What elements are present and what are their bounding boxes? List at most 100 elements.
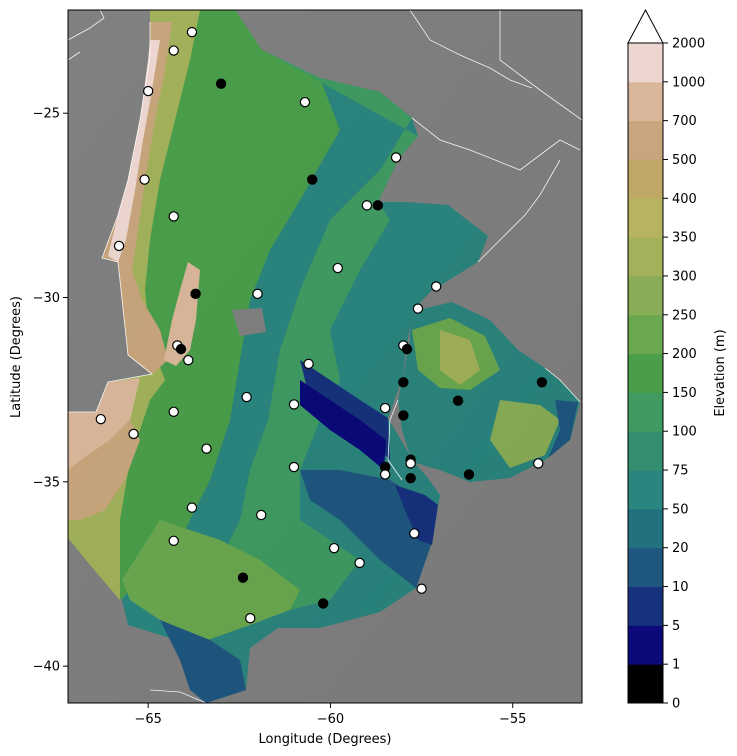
colorbar-band <box>628 159 663 199</box>
station-marker-filled <box>398 377 409 388</box>
colorbar-band <box>628 508 663 549</box>
colorbar-band <box>628 81 663 122</box>
colorbar-tick-label: 75 <box>672 464 689 479</box>
station-marker-filled <box>401 343 413 355</box>
y-tick-label: −35 <box>33 475 60 490</box>
station-marker-filled <box>398 410 409 421</box>
station-marker-filled <box>317 598 329 609</box>
station-marker-open <box>332 262 343 274</box>
station-marker-open <box>113 240 125 252</box>
colorbar-label: Elevation (m) <box>713 329 728 416</box>
station-marker-open <box>186 502 198 513</box>
colorbar-extend-triangle <box>627 8 664 44</box>
colorbar-tick-label: 10 <box>672 580 689 595</box>
station-marker-filled <box>237 572 249 583</box>
x-tick-label: −60 <box>317 712 344 727</box>
station-marker-open <box>288 399 300 410</box>
colorbar-band <box>628 198 663 238</box>
map-axes: −65 −60 −55 −25 −30 −35 −40 Longitude (Degree… <box>9 9 583 747</box>
colorbar-tick-label: 100 <box>672 425 697 440</box>
colorbar-band <box>628 547 663 588</box>
station-marker-open <box>241 391 252 403</box>
station-marker-open <box>390 152 402 163</box>
y-tick-label: −25 <box>33 107 60 122</box>
station-marker-open <box>183 354 194 366</box>
y-tick-label: −40 <box>33 660 60 675</box>
colorbar-band <box>628 120 663 160</box>
y-tick-label: −30 <box>33 291 60 306</box>
colorbar-band <box>628 664 663 704</box>
station-marker-filled <box>190 288 201 300</box>
colorbar-tick-label: 2000 <box>672 37 705 52</box>
station-marker-filled <box>215 78 227 89</box>
colorbar-bands <box>628 43 663 704</box>
y-axis-label: Latitude (Degrees) <box>9 296 24 418</box>
station-marker-open <box>299 96 311 108</box>
colorbar-tick-label: 500 <box>672 153 697 168</box>
station-marker-open <box>128 428 139 440</box>
colorbar-band <box>628 237 663 277</box>
station-marker-open <box>252 288 263 300</box>
station-marker-open <box>201 443 212 454</box>
x-tick-label: −55 <box>499 712 526 727</box>
x-axis-label: Longitude (Degrees) <box>258 732 391 747</box>
station-marker-open <box>409 528 420 539</box>
station-marker-filled <box>463 469 475 480</box>
colorbar-tick-label: 250 <box>672 308 697 323</box>
x-axis-ticks: −65 −60 −55 <box>134 703 526 727</box>
station-marker-open <box>354 557 365 569</box>
station-marker-open <box>379 469 391 480</box>
station-marker-open <box>142 85 154 97</box>
colorbar-band <box>628 275 663 316</box>
colorbar: 0 1 5 10 20 50 75 100 150 200 250 300 350 400 500 700 10… <box>627 8 728 712</box>
station-marker-open <box>405 458 416 469</box>
colorbar-tick-label: 20 <box>672 541 689 556</box>
colorbar-tick-label: 5 <box>672 619 680 634</box>
station-marker-filled <box>307 174 318 185</box>
station-marker-open <box>256 509 267 521</box>
station-marker-open <box>288 461 300 473</box>
station-marker-open <box>168 406 179 417</box>
station-marker-open <box>412 303 424 314</box>
colorbar-tick-label: 50 <box>672 502 689 517</box>
colorbar-ticks: 0 1 5 10 20 50 75 100 150 200 250 300 350 400 500 700 10… <box>663 37 705 712</box>
station-marker-open <box>139 174 150 185</box>
station-marker-open <box>168 535 179 547</box>
station-marker-open <box>168 45 179 56</box>
colorbar-band <box>628 314 663 355</box>
station-marker-open <box>416 583 427 594</box>
station-marker-filled <box>536 377 548 388</box>
colorbar-band <box>628 470 663 510</box>
colorbar-band <box>628 43 663 83</box>
colorbar-tick-label: 1000 <box>672 75 705 90</box>
station-marker-filled <box>175 343 187 355</box>
country-borders <box>68 10 582 703</box>
station-markers <box>95 26 548 624</box>
colorbar-band <box>628 586 663 626</box>
station-marker-filled <box>405 472 416 484</box>
station-marker-open <box>533 458 544 469</box>
colorbar-band <box>628 353 663 393</box>
station-marker-filled <box>452 395 464 406</box>
station-marker-open <box>95 413 107 425</box>
colorbar-band <box>628 431 663 471</box>
station-marker-open <box>245 613 256 624</box>
station-marker-filled <box>372 200 384 211</box>
station-marker-open <box>379 402 391 414</box>
station-marker-open <box>168 211 179 222</box>
station-marker-open <box>361 200 373 211</box>
colorbar-tick-label: 400 <box>672 192 697 207</box>
colorbar-tick-label: 1 <box>672 658 680 673</box>
elevation-layer <box>68 10 582 703</box>
map-axes-frame <box>67 9 583 704</box>
station-marker-open <box>430 281 442 292</box>
colorbar-tick-label: 350 <box>672 231 697 246</box>
station-marker-open <box>186 26 198 38</box>
colorbar-tick-label: 700 <box>672 114 697 129</box>
colorbar-frame <box>627 42 664 704</box>
x-tick-label: −65 <box>134 712 161 727</box>
colorbar-tick-label: 0 <box>672 697 680 712</box>
colorbar-tick-label: 150 <box>672 386 697 401</box>
colorbar-tick-label: 300 <box>672 269 697 284</box>
